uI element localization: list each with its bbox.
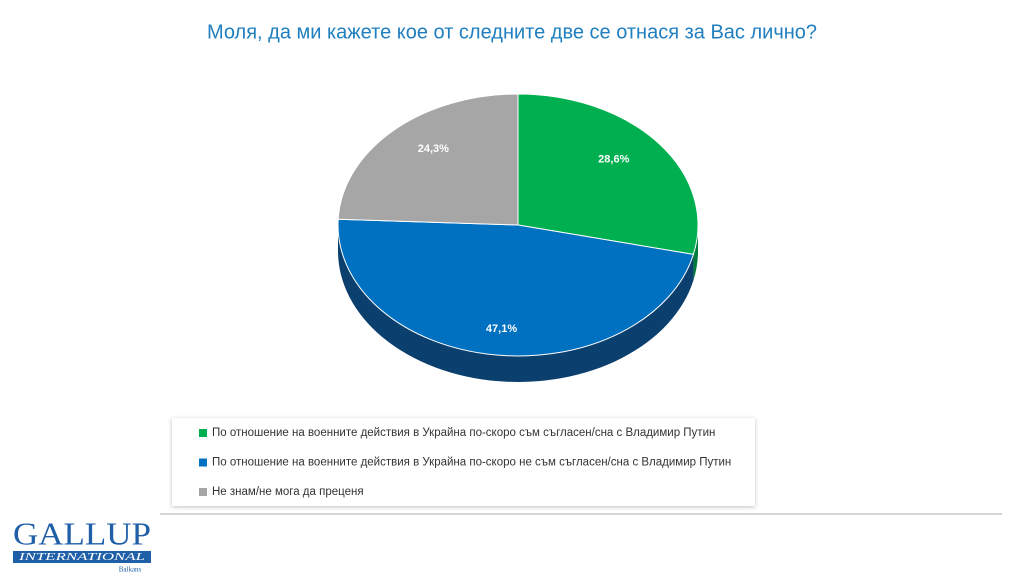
logo-subtitle: INTERNATIONAL — [17, 551, 145, 563]
data-label: 24,3% — [418, 143, 449, 155]
legend-label: По отношение на военните действия в Укра… — [212, 427, 715, 439]
data-label: 47,1% — [486, 323, 517, 335]
logo-name: GALLUP — [13, 515, 151, 551]
logo-bar — [13, 551, 151, 563]
legend-label: Не знам/не мога да преценя — [212, 486, 364, 498]
legend-swatch — [199, 429, 207, 437]
slice-side — [338, 225, 694, 383]
legend-box — [172, 418, 755, 506]
slice — [337, 218, 695, 357]
slice — [517, 93, 699, 255]
data-label: 28,6% — [598, 154, 629, 166]
slice-side — [693, 225, 698, 281]
legend-swatch — [199, 488, 207, 496]
slice — [337, 93, 519, 226]
legend-swatch — [199, 458, 207, 467]
legend-label: По отношение на военните действия в Укра… — [212, 457, 731, 469]
logo-region: Balkans — [119, 566, 142, 574]
chart-title: Моля, да ми кажете кое от следните две с… — [207, 21, 817, 43]
